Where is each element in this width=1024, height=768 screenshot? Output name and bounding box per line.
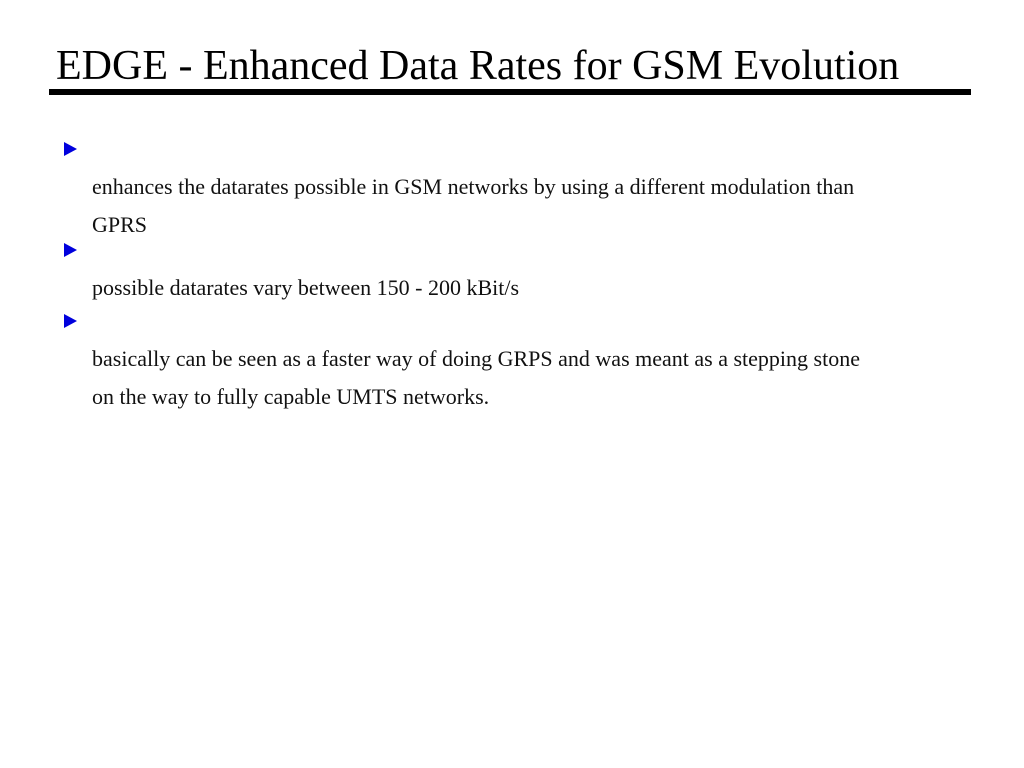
bullet-triangle-icon	[64, 142, 77, 156]
bullet-triangle-icon	[64, 314, 77, 328]
bullet-text: possible datarates vary between 150 - 20…	[92, 275, 520, 300]
slide-title: EDGE - Enhanced Data Rates for GSM Evolu…	[56, 43, 900, 89]
bullet-text: basically can be seen as a faster way of…	[92, 346, 860, 409]
bullet-triangle-icon	[64, 243, 77, 257]
bullet-text: enhances the datarates possible in GSM n…	[92, 174, 855, 237]
bullet-item: basically can be seen as a faster way of…	[64, 302, 972, 416]
bullet-item: possible datarates vary between 150 - 20…	[64, 231, 972, 307]
title-underline	[49, 89, 971, 95]
bullet-item: enhances the datarates possible in GSM n…	[64, 130, 972, 244]
